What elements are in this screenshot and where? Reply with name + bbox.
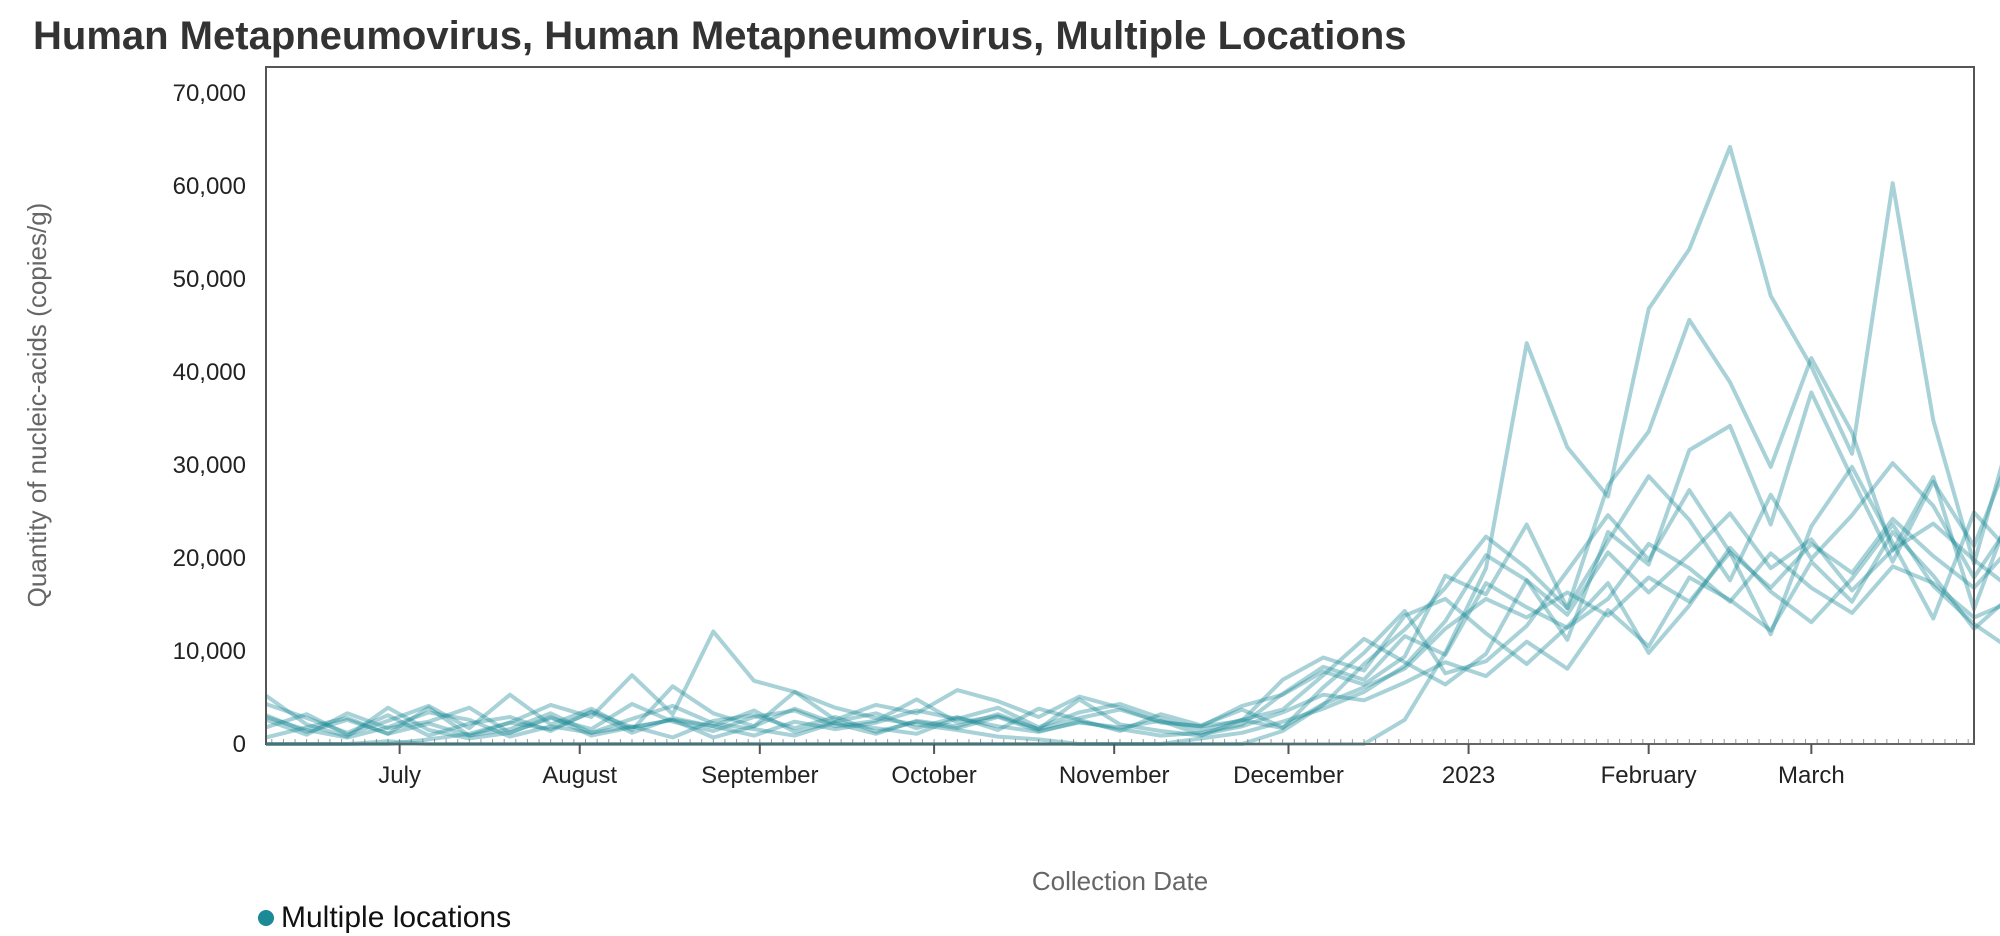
series-line bbox=[265, 511, 2000, 738]
x-tick-label: February bbox=[1601, 762, 1697, 789]
y-tick-label: 10,000 bbox=[173, 638, 246, 665]
series-line bbox=[265, 522, 2000, 737]
series-line bbox=[266, 317, 2000, 746]
y-tick-label: 60,000 bbox=[173, 173, 246, 200]
y-axis-title: Quantity of nucleic-acids (copies/g) bbox=[22, 203, 52, 608]
x-tick-label: July bbox=[378, 762, 421, 789]
series-line bbox=[265, 542, 2000, 740]
x-tick-label: August bbox=[542, 762, 617, 789]
y-tick-label: 20,000 bbox=[173, 545, 246, 572]
y-tick-label: 70,000 bbox=[173, 80, 246, 107]
series-line bbox=[265, 530, 2000, 740]
legend-dot-icon bbox=[258, 910, 274, 926]
series-line bbox=[266, 390, 2000, 746]
y-tick-label: 50,000 bbox=[173, 266, 246, 293]
x-axis-title: Collection Date bbox=[1032, 866, 1208, 896]
plot-frame bbox=[265, 66, 1975, 745]
x-tick-label: December bbox=[1233, 762, 1344, 789]
x-tick-label: October bbox=[891, 762, 976, 789]
series-line bbox=[264, 464, 2000, 741]
x-axis: July August September October November Decemb… bbox=[378, 744, 1845, 789]
y-tick-label: 0 bbox=[233, 731, 246, 758]
series-layer bbox=[264, 144, 2000, 746]
legend: Multiple locations bbox=[258, 903, 511, 933]
legend-label: Multiple locations bbox=[281, 901, 512, 934]
y-tick-label: 30,000 bbox=[173, 452, 246, 479]
x-tick-label: November bbox=[1059, 762, 1170, 789]
x-tick-label: September bbox=[701, 762, 818, 789]
series-line bbox=[265, 461, 2000, 737]
series-line bbox=[266, 144, 2000, 746]
x-tick-label: March bbox=[1778, 762, 1845, 789]
y-tick-label: 40,000 bbox=[173, 359, 246, 386]
x-tick-label: 2023 bbox=[1442, 762, 1495, 789]
y-axis: 0 10,000 20,000 30,000 40,000 50,000 60,000 70,… bbox=[173, 80, 246, 758]
series-line bbox=[265, 516, 2000, 738]
chart-title: Human Metapneumovirus, Human Metapneumov… bbox=[33, 14, 1407, 58]
